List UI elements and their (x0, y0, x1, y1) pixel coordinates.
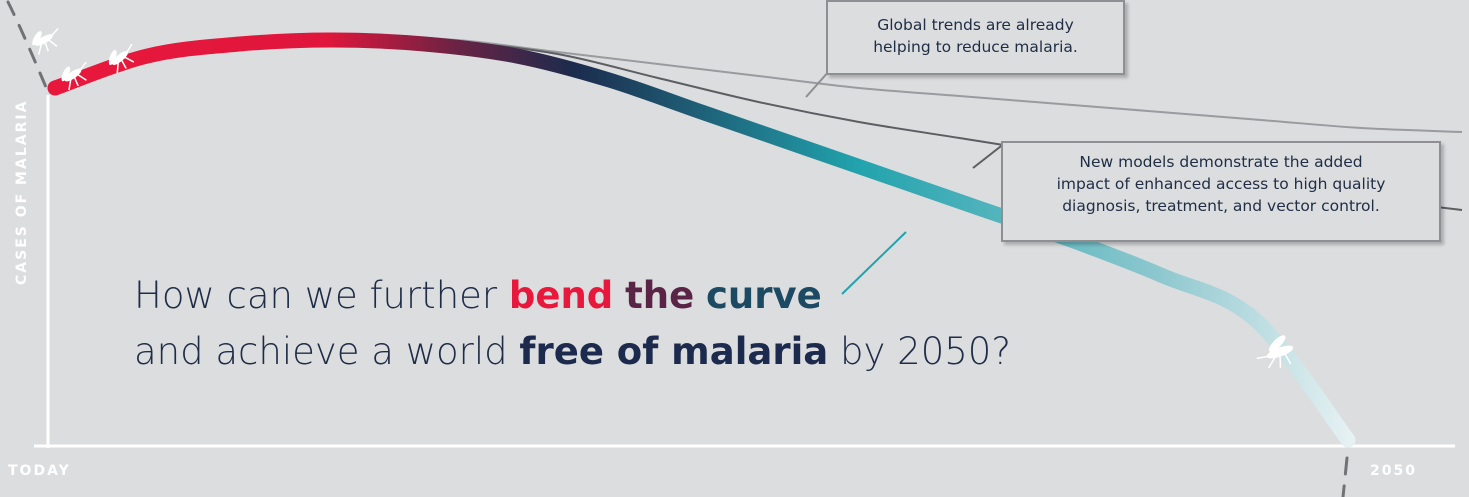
callout-1-line-2: helping to reduce malaria. (873, 38, 1078, 56)
headline-prefix: How can we further (134, 274, 509, 317)
mosquito-icon (32, 27, 59, 55)
mosquito-flight-path-right (1341, 456, 1349, 497)
callout-2-leader (972, 142, 1006, 169)
callout-2-line-3: diagnosis, treatment, and vector control… (1062, 197, 1380, 215)
headline-line-2: and achieve a world free of malaria by 2… (134, 324, 1011, 380)
callout-new-models: New models demonstrate the added impact … (1001, 141, 1441, 242)
headline-line2-prefix: and achieve a world (134, 330, 520, 373)
trend-line-1 (54, 34, 1463, 133)
malaria-cases-curve (47, 32, 1356, 448)
mosquito-icon (61, 61, 87, 91)
callout-global-trends: Global trends are already helping to red… (826, 0, 1125, 75)
y-axis-label: CASES OF MALARIA (14, 99, 30, 285)
headline: How can we further bend the curve and ac… (134, 268, 1011, 380)
mosquito-icon (1256, 335, 1294, 369)
callout-2-line-1: New models demonstrate the added (1079, 153, 1363, 171)
callout-1-line-1: Global trends are already (877, 16, 1074, 34)
headline-line-1: How can we further bend the curve (134, 268, 1011, 324)
headline-word-curve: curve (705, 274, 822, 317)
headline-word-the: the (625, 274, 695, 317)
mosquito-icon (108, 43, 135, 74)
mosquito-flight-path-left (6, 0, 50, 94)
headline-line2-suffix: by 2050? (828, 330, 1011, 373)
headline-leader (841, 231, 907, 295)
headline-word-bend: bend (508, 274, 614, 317)
callout-2-line-2: impact of enhanced access to high qualit… (1056, 175, 1386, 193)
headline-emphasis: free of malaria (519, 330, 829, 373)
x-axis-start-label: TODAY (8, 463, 71, 479)
x-axis-end-label: 2050 (1370, 463, 1417, 479)
